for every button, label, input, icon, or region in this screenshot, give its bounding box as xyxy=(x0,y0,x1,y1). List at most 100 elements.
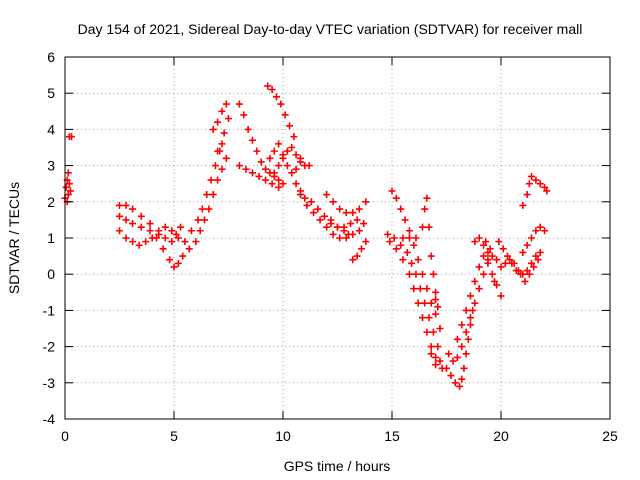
data-point xyxy=(475,263,483,271)
data-point xyxy=(279,180,287,188)
data-point xyxy=(64,191,72,199)
data-point xyxy=(240,111,248,119)
data-point xyxy=(453,353,461,361)
data-point xyxy=(288,169,296,177)
data-point xyxy=(196,227,204,235)
data-point xyxy=(390,234,398,242)
data-point xyxy=(275,162,283,170)
data-point xyxy=(501,259,509,267)
y-tick-label: 0 xyxy=(47,266,55,282)
data-point xyxy=(453,335,461,343)
data-point xyxy=(262,176,270,184)
data-point xyxy=(445,350,453,358)
data-point xyxy=(323,223,331,231)
data-point xyxy=(349,230,357,238)
data-point xyxy=(323,191,331,199)
data-point xyxy=(528,172,536,180)
data-point xyxy=(399,256,407,264)
data-point xyxy=(471,277,479,285)
data-point xyxy=(475,285,483,293)
data-point xyxy=(353,216,361,224)
data-point xyxy=(462,328,470,336)
data-point xyxy=(146,227,154,235)
data-point xyxy=(225,115,232,123)
data-point xyxy=(307,198,315,206)
data-point xyxy=(314,205,322,213)
data-point xyxy=(525,180,533,188)
data-point xyxy=(288,144,296,151)
data-point xyxy=(427,299,435,307)
data-point xyxy=(482,238,490,246)
data-point xyxy=(412,270,420,278)
data-point xyxy=(214,118,222,126)
data-point xyxy=(155,230,163,238)
data-point xyxy=(536,223,544,231)
data-point xyxy=(493,256,501,264)
data-point xyxy=(504,252,512,260)
data-point xyxy=(172,230,180,238)
data-point xyxy=(214,176,222,184)
data-point xyxy=(142,238,150,246)
data-point xyxy=(532,252,540,260)
data-point xyxy=(484,248,492,256)
data-point xyxy=(480,241,488,249)
data-point xyxy=(262,165,270,173)
data-point xyxy=(159,245,167,253)
data-point xyxy=(419,314,427,322)
data-point xyxy=(416,285,424,293)
data-point xyxy=(357,245,365,253)
data-point xyxy=(451,379,459,387)
data-point xyxy=(329,198,337,206)
data-point xyxy=(506,256,514,264)
data-point xyxy=(423,328,431,336)
data-point xyxy=(429,328,437,336)
data-point xyxy=(405,270,413,278)
data-point xyxy=(434,303,442,311)
data-point xyxy=(275,176,283,184)
data-point xyxy=(519,201,527,209)
data-point xyxy=(421,299,429,307)
axis-ticks: 0 5 10 15 20 25 -4 -3 -2 -1 0 1 2 3 4 5 6 xyxy=(43,49,618,444)
data-point xyxy=(403,248,411,256)
data-point xyxy=(174,259,182,267)
data-point xyxy=(62,183,70,191)
data-point xyxy=(423,194,431,202)
data-point xyxy=(66,187,74,195)
data-point xyxy=(211,162,219,170)
data-point xyxy=(532,176,540,184)
data-point xyxy=(432,353,440,361)
y-tick-label: -1 xyxy=(43,302,56,318)
data-point xyxy=(329,230,337,238)
data-point xyxy=(205,205,213,213)
data-point xyxy=(185,245,193,253)
data-point xyxy=(64,169,72,177)
data-point xyxy=(194,216,202,224)
data-point xyxy=(469,306,477,314)
data-point xyxy=(541,227,549,235)
data-point xyxy=(493,281,501,289)
y-tick-label: -4 xyxy=(43,411,56,427)
data-point xyxy=(471,299,479,307)
data-point xyxy=(353,252,361,260)
data-point xyxy=(421,205,429,213)
data-point xyxy=(235,100,243,108)
data-point xyxy=(292,165,300,173)
x-tick-label: 25 xyxy=(602,428,618,444)
data-point xyxy=(129,220,137,228)
data-point xyxy=(528,234,536,242)
data-point xyxy=(386,238,394,246)
data-point xyxy=(65,180,73,188)
data-point xyxy=(488,270,496,278)
data-point xyxy=(536,248,544,256)
data-point xyxy=(458,375,466,383)
data-point xyxy=(401,216,409,224)
data-point xyxy=(275,183,283,191)
data-point xyxy=(235,162,243,170)
data-point xyxy=(423,285,431,293)
data-point xyxy=(523,191,531,199)
data-point xyxy=(222,100,230,108)
data-point xyxy=(129,238,137,246)
data-point xyxy=(488,252,496,260)
data-point xyxy=(392,194,400,202)
y-tick-label: 3 xyxy=(47,158,55,174)
